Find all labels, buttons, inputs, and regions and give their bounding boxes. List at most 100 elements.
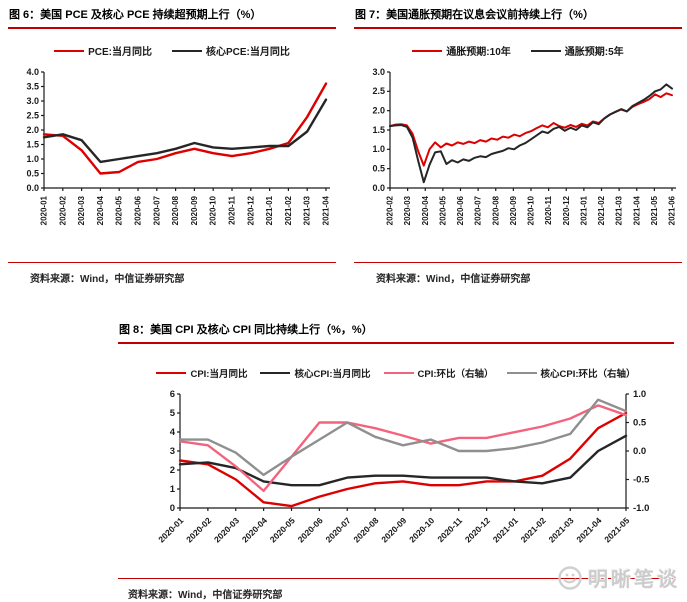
figure7-source-rule bbox=[354, 262, 682, 263]
x-tick-label: 2021-04 bbox=[322, 195, 331, 225]
legend-label: CPI:环比（右轴） bbox=[417, 369, 494, 380]
x-tick-label: 2021-02 bbox=[597, 195, 606, 225]
x-tick-label: 2021-01 bbox=[579, 195, 588, 225]
legend-line-swatch bbox=[172, 49, 202, 52]
x-tick-label: 2021-06 bbox=[668, 195, 677, 225]
figure8-legend: CPI:当月同比 核心CPI:当月同比 CPI:环比（右轴） 核心CPI:环比（右轴） bbox=[118, 366, 674, 380]
x-tick-label: 2020-10 bbox=[407, 515, 436, 544]
x-tick-label: 2020-06 bbox=[296, 515, 325, 544]
y-tick-label: 1.5 bbox=[26, 139, 39, 149]
y-tick-label: 1.0 bbox=[372, 144, 385, 154]
x-tick-label: 2021-03 bbox=[615, 195, 624, 225]
figure8-title: 图 8：美国 CPI 及核心 CPI 同比持续上行（%，%） bbox=[118, 321, 674, 344]
legend-label: 通胀预期:10年 bbox=[446, 47, 511, 58]
legend-item: 核心CPI:当月同比 bbox=[260, 366, 371, 380]
x-tick-label: 2020-11 bbox=[544, 195, 553, 224]
legend-line-swatch bbox=[412, 49, 443, 52]
figure7-chart: 0.0 0.5 1.0 1.5 2.0 2.5 3.0 2020-02 2020-03 2020-… bbox=[372, 67, 677, 225]
legend-item: 核心CPI:环比（右轴） bbox=[506, 366, 636, 380]
x-tick-label: 2020-04 bbox=[421, 195, 430, 225]
series-line-核心CPI:环比（右轴） bbox=[178, 398, 628, 477]
x-tick-label: 2020-09 bbox=[509, 195, 518, 225]
x-tick-label: 2020-12 bbox=[562, 195, 571, 225]
y-tick-label: 0.5 bbox=[372, 164, 385, 174]
series-line-核心CPI:当月同比 bbox=[178, 434, 628, 487]
x-tick-label: 2020-01 bbox=[156, 515, 185, 544]
y-tick-label: 4.0 bbox=[26, 67, 39, 77]
legend-item: PCE:当月同比 bbox=[54, 43, 152, 58]
figure6-panel: 图 6：美国 PCE 及核心 PCE 持续超预期上行（%） PCE:当月同比 核心… bbox=[8, 6, 336, 285]
y-tick-label: 6 bbox=[170, 389, 175, 400]
legend-line-swatch bbox=[156, 372, 187, 374]
y-tick-label: 2.0 bbox=[372, 106, 385, 116]
figure8-footer: 资料来源：Wind，中信证券研究部 明晰笔谈 bbox=[118, 565, 677, 601]
x-tick-label: 2020-07 bbox=[324, 515, 353, 544]
series-line-CPI:当月同比 bbox=[178, 411, 628, 508]
x-tick-label: 2021-04 bbox=[574, 515, 603, 544]
x-tick-label: 2021-03 bbox=[303, 195, 312, 225]
y-tick-label: 1.5 bbox=[372, 125, 385, 135]
legend-item: 通胀预期:10年 bbox=[412, 43, 511, 58]
x-tick-label: 2020-01 bbox=[40, 195, 49, 225]
series-line-通胀预期:10年 bbox=[389, 92, 673, 167]
x-tick-label: 2021-01 bbox=[265, 195, 274, 225]
x-tick-label: 2020-12 bbox=[463, 515, 492, 544]
y-tick-label: 1 bbox=[170, 484, 176, 495]
x-tick-label: 2020-03 bbox=[403, 195, 412, 225]
right-y-tick-label: -0.5 bbox=[633, 475, 650, 486]
legend-item: 通胀预期:5年 bbox=[530, 43, 624, 58]
figure6-source: 资料来源：Wind，中信证券研究部 bbox=[30, 274, 185, 285]
x-tick-label: 2020-08 bbox=[491, 195, 500, 225]
right-y-tick-label: -1.0 bbox=[633, 503, 649, 514]
x-tick-label: 2020-03 bbox=[212, 515, 241, 544]
legend-item: CPI:环比（右轴） bbox=[383, 366, 494, 380]
right-y-tick-label: 0.5 bbox=[633, 418, 647, 429]
y-tick-label: 3.0 bbox=[26, 96, 39, 106]
legend-label: 核心PCE:当月同比 bbox=[206, 47, 290, 58]
legend-label: 核心CPI:当月同比 bbox=[294, 369, 371, 380]
x-tick-label: 2020-12 bbox=[246, 195, 255, 225]
y-tick-label: 2.5 bbox=[26, 110, 39, 120]
x-tick-label: 2020-06 bbox=[456, 195, 465, 225]
y-tick-label: 3 bbox=[170, 446, 175, 457]
figure6-legend: PCE:当月同比 核心PCE:当月同比 bbox=[8, 43, 336, 58]
x-tick-label: 2020-09 bbox=[190, 195, 199, 225]
y-tick-label: 0.0 bbox=[372, 183, 385, 193]
x-tick-label: 2020-07 bbox=[474, 195, 483, 225]
x-tick-label: 2020-05 bbox=[438, 195, 447, 225]
y-tick-label: 2.5 bbox=[372, 86, 385, 96]
figure8-chart: 0123456-1.0-0.50.00.51.02020-012020-0220… bbox=[156, 389, 650, 544]
figure6-chart: 0.0 0.5 1.0 1.5 2.0 2.5 3.0 3.5 4.0 2020-01 2020-0… bbox=[26, 67, 331, 225]
x-tick-label: 2020-10 bbox=[209, 195, 218, 225]
x-tick-label: 2020-10 bbox=[527, 195, 536, 225]
x-tick-label: 2021-01 bbox=[491, 515, 520, 544]
legend-item: CPI:当月同比 bbox=[156, 366, 247, 380]
top-charts-row: 图 6：美国 PCE 及核心 PCE 持续超预期上行（%） PCE:当月同比 核心… bbox=[0, 0, 687, 285]
legend-line-swatch bbox=[260, 372, 291, 374]
figure8-source: 资料来源：Wind，中信证券研究部 bbox=[128, 590, 283, 601]
figure7-source: 资料来源：Wind，中信证券研究部 bbox=[376, 274, 531, 285]
x-tick-label: 2020-02 bbox=[58, 195, 67, 225]
x-tick-label: 2020-05 bbox=[268, 515, 297, 544]
y-tick-label: 2.0 bbox=[26, 125, 39, 135]
figure8-source-rule bbox=[118, 578, 674, 579]
y-tick-label: 3.5 bbox=[26, 81, 39, 91]
figure7-title: 图 7：美国通胀预期在议息会议前持续上行（%） bbox=[354, 6, 682, 29]
series-line-CPI:环比（右轴） bbox=[178, 404, 628, 493]
x-tick-label: 2020-02 bbox=[386, 195, 395, 225]
figure7-panel: 图 7：美国通胀预期在议息会议前持续上行（%） 通胀预期:10年 通胀预期:5年 … bbox=[354, 6, 682, 285]
y-tick-label: 0 bbox=[170, 503, 175, 514]
x-tick-label: 2020-09 bbox=[379, 515, 408, 544]
legend-line-swatch bbox=[54, 49, 85, 52]
x-tick-label: 2021-02 bbox=[284, 195, 293, 225]
legend-line-swatch bbox=[530, 49, 561, 52]
x-tick-label: 2020-04 bbox=[96, 195, 105, 225]
x-tick-label: 2020-06 bbox=[134, 195, 143, 225]
figure6-source-rule bbox=[8, 262, 336, 263]
y-tick-label: 0.0 bbox=[26, 183, 39, 193]
x-tick-label: 2020-07 bbox=[152, 195, 161, 225]
legend-line-swatch bbox=[506, 372, 537, 374]
legend-label: 核心CPI:环比（右轴） bbox=[540, 369, 636, 380]
series-line-通胀预期:5年 bbox=[389, 83, 673, 184]
y-tick-label: 0.5 bbox=[26, 168, 39, 178]
